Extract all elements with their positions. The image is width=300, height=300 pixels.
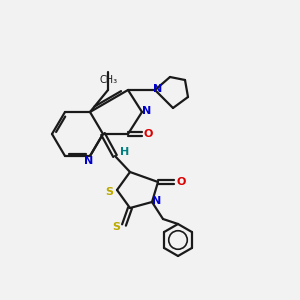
Text: S: S bbox=[105, 187, 113, 197]
Text: N: N bbox=[84, 156, 94, 166]
Text: N: N bbox=[153, 84, 163, 94]
Text: N: N bbox=[142, 106, 152, 116]
Text: O: O bbox=[176, 177, 186, 187]
Text: S: S bbox=[112, 222, 120, 232]
Text: CH₃: CH₃ bbox=[100, 75, 118, 85]
Text: O: O bbox=[143, 129, 153, 139]
Text: N: N bbox=[152, 196, 162, 206]
Text: H: H bbox=[120, 147, 130, 157]
